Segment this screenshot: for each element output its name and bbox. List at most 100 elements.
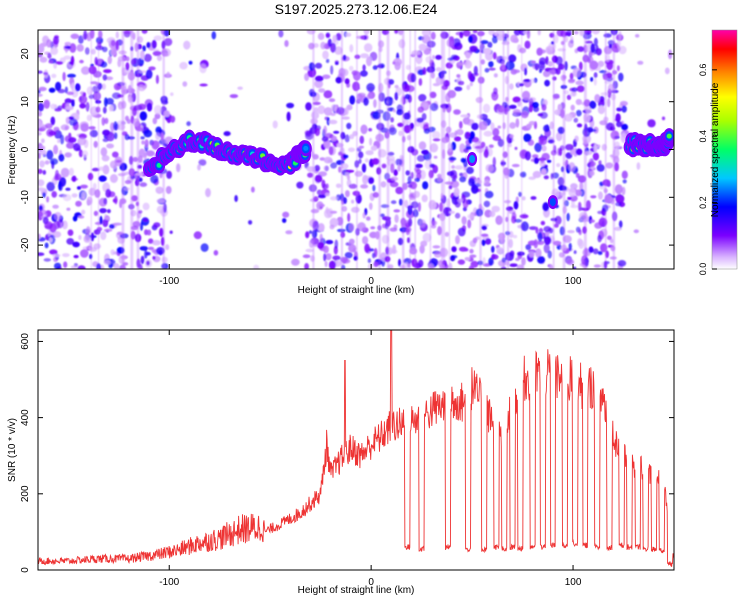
noise-blob [317,32,325,41]
noise-blob [38,179,45,187]
noise-blob [110,39,116,47]
noise-blob [148,66,156,71]
noise-blob [317,105,326,115]
noise-blob [314,79,324,89]
noise-blob [38,89,41,94]
noise-blob [389,227,398,232]
snr-plot: -100 0 100 0 200 400 600 Height of straight li… [7,329,675,596]
noise-blob [112,49,117,55]
noise-blob [564,113,573,122]
noise-blob [126,118,131,124]
noise-blob [637,60,644,65]
noise-blob [144,139,149,148]
noise-blob [58,180,62,191]
noise-blob [330,162,338,169]
noise-blob [554,223,559,228]
y-tick-label: 600 [20,333,31,350]
noise-blob [590,170,595,176]
noise-blob [493,73,498,78]
noise-blob [555,131,563,142]
noise-blob [142,45,146,52]
noise-blob [44,242,49,249]
noise-blob [598,191,603,200]
noise-blob [403,124,412,134]
noise-blob [495,30,505,39]
noise-blob [370,226,376,230]
noise-blob [483,47,492,55]
noise-blob [381,216,391,221]
noise-blob [536,47,543,56]
noise-blob [422,67,427,75]
noise-streak [121,30,125,269]
noise-blob [234,195,238,202]
noise-blob [469,254,477,258]
noise-blob [566,259,575,266]
noise-blob [421,194,428,203]
noise-blob [617,260,627,267]
noise-blob [79,59,84,64]
noise-blob [402,262,411,269]
noise-blob [123,30,132,35]
noise-blob [58,153,65,162]
noise-blob [52,231,62,238]
noise-blob [418,94,427,102]
noise-blob [135,172,144,176]
noise-blob [543,124,550,133]
noise-blob [475,96,484,104]
noise-blob [333,130,340,134]
noise-blob [77,215,85,219]
noise-blob [597,210,603,215]
noise-blob [620,133,627,143]
noise-blob [69,43,77,53]
noise-blob [86,114,92,122]
noise-blob [326,117,330,126]
colorbar-tick-label: 0.6 [698,64,708,77]
noise-blob [93,140,98,148]
noise-blob [38,233,41,239]
noise-blob [614,141,620,149]
noise-blob [324,132,333,139]
noise-blob [349,134,355,140]
noise-blob [466,84,471,91]
noise-blob [165,186,172,194]
noise-blob [511,163,520,168]
noise-blob [48,60,54,64]
noise-blob [314,75,324,82]
noise-streak [312,30,315,269]
y-tick-label: 0 [20,146,31,152]
noise-blob [125,62,130,71]
noise-blob [472,237,478,244]
noise-blob [72,241,80,248]
noise-blob [535,226,539,234]
noise-blob [566,30,572,37]
noise-blob [514,146,518,150]
noise-blob [108,263,113,269]
noise-blob [483,103,491,114]
noise-blob [621,123,628,131]
noise-blob [106,131,115,142]
noise-blob [38,209,47,215]
noise-blob [113,222,122,226]
noise-blob [335,76,343,84]
noise-blob [323,165,330,172]
noise-blob [487,41,493,49]
noise-blob [450,54,459,60]
noise-blob [104,97,108,108]
noise-blob [52,204,59,209]
noise-blob [211,31,217,40]
noise-streak [521,30,523,269]
noise-blob [497,125,502,129]
noise-blob [89,253,93,260]
x-tick-label: 100 [565,276,582,287]
noise-blob [522,90,531,100]
noise-blob [349,44,354,53]
noise-blob [380,213,385,218]
noise-blob [363,97,369,106]
noise-blob [568,242,572,252]
noise-blob [348,147,355,153]
noise-blob [541,168,547,176]
noise-blob [305,102,312,111]
noise-blob [64,125,69,131]
noise-blob [418,43,427,51]
